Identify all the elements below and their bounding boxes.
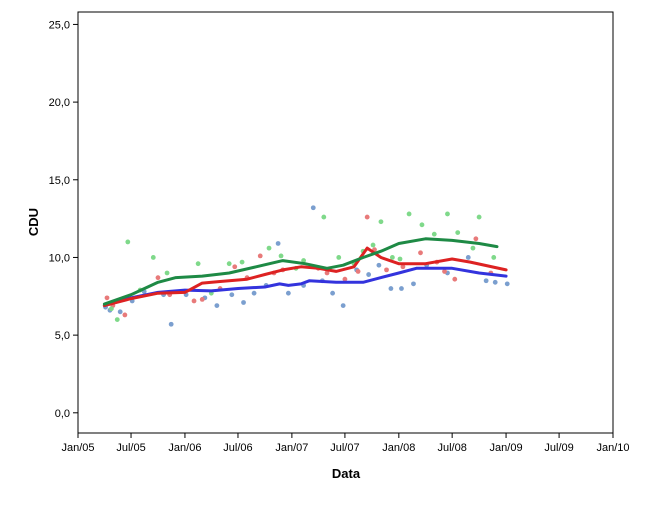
data-point-series-3 [150,255,156,260]
data-point-series-3 [336,255,342,260]
data-point-series-3 [419,222,425,228]
y-tick-label: 25,0 [49,19,70,31]
x-tick-label: Jul/09 [544,442,573,454]
data-point-series-1 [399,286,404,291]
data-point-series-2 [418,250,423,256]
data-point-series-3 [109,306,114,312]
y-tick-label: 5,0 [55,330,70,342]
data-point-series-2 [342,276,348,282]
data-point-series-3 [455,230,461,235]
data-point-series-3 [321,214,327,220]
data-point-series-2 [452,276,458,282]
y-tick-label: 0,0 [55,408,70,420]
data-point-series-2 [155,275,161,281]
data-point-series-1 [411,281,416,287]
data-point-series-3 [470,245,476,251]
data-point-series-2 [400,264,406,270]
y-tick-label: 20,0 [49,97,70,109]
y-tick-label: 15,0 [49,175,70,187]
data-point-series-2 [324,270,330,276]
data-point-series-1 [168,321,174,327]
data-point-series-2 [355,269,361,274]
data-point-series-2 [384,267,389,273]
trend-line-series-3 [102,237,499,306]
data-point-series-2 [257,253,263,259]
data-point-series-3 [389,255,395,260]
data-point-series-3 [406,211,412,217]
data-point-series-1 [492,279,498,285]
data-point-series-3 [476,214,482,220]
x-tick-label: Jan/10 [596,442,629,454]
data-point-series-3 [397,256,403,262]
data-point-series-3 [301,258,307,263]
trend-lines [102,237,508,308]
x-tick-label: Jul/05 [116,442,145,454]
data-point-series-1 [214,303,220,309]
data-point-series-1 [483,278,489,284]
trend-line-series-1 [102,266,508,308]
data-point-series-3 [164,270,170,276]
data-point-series-2 [104,295,110,301]
data-point-series-3 [370,242,376,248]
data-point-series-1 [229,292,235,298]
data-point-series-3 [491,255,497,260]
data-point-series-1 [376,262,382,268]
data-point-series-3 [278,253,284,259]
x-tick-label: Jan/09 [490,442,523,454]
data-point-series-3 [239,259,245,265]
data-point-series-2 [122,312,128,318]
data-point-series-1 [241,300,246,305]
data-point-series-3 [226,261,232,267]
data-point-series-1 [465,255,471,260]
data-point-series-1 [366,272,372,277]
data-point-series-3 [378,219,384,225]
data-point-series-2 [364,214,370,220]
y-axis-title: CDU [26,208,41,236]
data-point-series-2 [442,269,447,274]
x-tick-label: Jan/07 [275,442,308,454]
data-point-series-1 [285,290,291,296]
data-point-series-3 [266,245,272,251]
data-point-series-3 [431,231,437,237]
data-point-series-2 [199,296,205,302]
data-point-series-1 [275,241,281,246]
data-point-series-2 [191,298,197,304]
data-point-series-2 [473,236,479,242]
data-point-series-1 [330,290,336,296]
x-tick-label: Jan/06 [168,442,201,454]
data-point-series-3 [445,211,450,217]
data-point-series-3 [125,239,131,245]
data-point-series-2 [232,264,238,270]
data-point-series-3 [195,261,201,267]
plot-frame [77,11,614,434]
data-point-series-1 [310,205,316,211]
y-tick-label: 10,0 [49,252,70,264]
data-point-series-1 [340,303,346,309]
x-tick-label: Jul/08 [437,442,466,454]
x-tick-label: Jan/05 [61,442,94,454]
x-tick-label: Jul/06 [223,442,252,454]
y-axis: 0,0 5,0 10,0 15,0 20,0 25,0 [49,19,78,420]
trend-line-series-2 [102,246,508,308]
x-tick-label: Jul/07 [330,442,359,454]
x-axis: Jan/05 Jul/05 Jan/06 Jul/06 Jan/07 Jul/07 Jan/… [61,433,630,454]
data-point-series-1 [504,281,510,287]
data-point-series-1 [251,290,257,296]
x-tick-label: Jan/08 [382,442,415,454]
data-point-series-1 [388,286,394,291]
x-axis-title: Data [332,466,361,481]
data-point-series-3 [114,317,120,322]
data-point-series-1 [117,309,123,315]
